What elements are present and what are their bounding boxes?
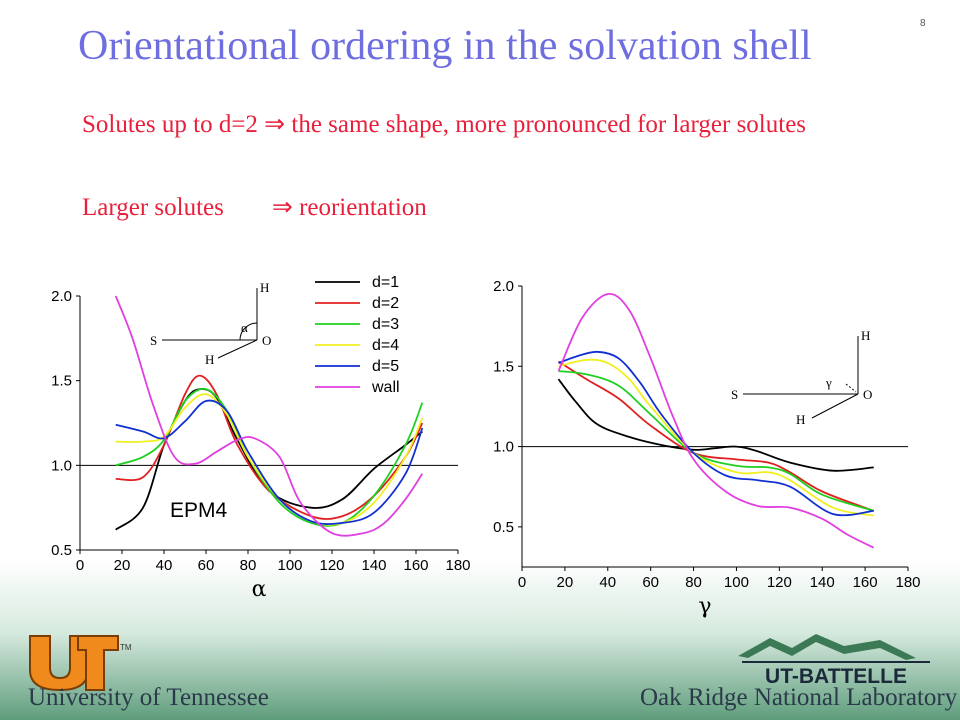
- bullet-2-rest: reorientation: [299, 194, 427, 221]
- series-line-wall: [557, 292, 875, 549]
- diagram-h-bottom-label: H: [205, 352, 214, 367]
- implies-arrow: ⇒: [271, 194, 293, 221]
- series-line-d=1: [557, 378, 874, 472]
- x-tick-label: 140: [810, 574, 835, 591]
- diagram-h-bottom-label: H: [796, 412, 805, 427]
- x-tick-label: 160: [853, 574, 878, 591]
- x-tick-label: 100: [277, 557, 302, 574]
- x-tick-label: 120: [767, 574, 792, 591]
- x-axis-label: γ: [698, 594, 711, 619]
- x-tick-label: 20: [557, 574, 574, 591]
- y-tick-label: 2.0: [51, 288, 72, 305]
- diagram-o-label: O: [863, 387, 872, 402]
- y-tick-label: 0.5: [51, 542, 72, 559]
- implies-arrow: ⇒: [264, 111, 286, 138]
- x-tick-label: 80: [685, 574, 702, 591]
- x-tick-label: 0: [518, 574, 526, 591]
- series-line-d=3: [558, 370, 874, 512]
- laboratory-name: Oak Ridge National Laboratory: [640, 684, 958, 711]
- diagram-h-top-label: H: [260, 280, 269, 295]
- bullet-1-rest: the same shape, more pronounced for larg…: [291, 111, 807, 138]
- x-tick-label: 120: [319, 557, 344, 574]
- molecule-diagram: S H H O α: [150, 280, 271, 367]
- legend-label-d=3: d=3: [372, 316, 399, 333]
- slide-title: Orientational ordering in the solvation …: [78, 23, 812, 69]
- footer-gradient: [0, 560, 960, 720]
- legend-label-d=2: d=2: [372, 295, 399, 312]
- series-line-d=4: [115, 393, 424, 526]
- bullet-2: Larger solutes ⇒ reorientation: [82, 192, 427, 222]
- chart-gamma: 0 20 40 60 80 100 120 140 160 180 0.5 1.0 1.5 2.0 γ S …: [493, 278, 920, 619]
- ut-battelle-logo: UT-BATTELLE: [738, 634, 930, 688]
- x-tick-label: 180: [895, 574, 920, 591]
- series-line-d=5: [115, 399, 424, 525]
- y-tick-label: 1.0: [493, 439, 514, 456]
- ut-battelle-text: UT-BATTELLE: [765, 665, 907, 688]
- y-tick-label: 1.5: [493, 358, 514, 375]
- trademark-mark: TM: [120, 643, 132, 652]
- x-tick-label: 40: [599, 574, 616, 591]
- series-line-d=1: [115, 388, 423, 531]
- molecule-diagram: S H H O γ: [731, 328, 872, 427]
- diagram-h-top-label: H: [861, 328, 870, 343]
- series-line-d=2: [558, 360, 875, 512]
- bullet-1-text: Solutes up to d=2: [82, 111, 258, 138]
- x-tick-label: 20: [114, 557, 131, 574]
- x-tick-label: 0: [76, 557, 84, 574]
- legend-label-d=1: d=1: [372, 274, 399, 291]
- chart-alpha: 0 20 40 60 80 100 120 140 160 180 0.5 1.0 1.5 2.0 α d=…: [51, 274, 470, 602]
- y-tick-label: 1.5: [51, 373, 72, 390]
- x-tick-label: 180: [445, 557, 470, 574]
- x-tick-label: 100: [724, 574, 749, 591]
- diagram-angle-label: α: [241, 320, 248, 335]
- bullet-2-text: Larger solutes: [82, 194, 224, 221]
- diagram-o-label: O: [262, 333, 271, 348]
- y-tick-label: 1.0: [51, 457, 72, 474]
- ut-logo: TM UT: [29, 635, 132, 692]
- diagram-s-label: S: [150, 333, 157, 348]
- y-tick-label: 2.0: [493, 278, 514, 295]
- legend-label-wall: wall: [371, 379, 400, 396]
- chart-annotation: EPM4: [170, 499, 228, 522]
- slide-number: 8: [920, 18, 926, 29]
- bullet-1: Solutes up to d=2 ⇒ the same shape, more…: [82, 108, 936, 142]
- x-tick-label: 60: [198, 557, 215, 574]
- legend-label-d=4: d=4: [372, 337, 399, 354]
- x-tick-label: 80: [240, 557, 257, 574]
- x-tick-label: 160: [403, 557, 428, 574]
- x-tick-label: 60: [642, 574, 659, 591]
- series-line-d=5: [558, 350, 874, 517]
- x-axis-label: α: [252, 577, 267, 602]
- y-tick-label: 0.5: [493, 519, 514, 536]
- series-line-wall: [114, 295, 424, 537]
- diagram-s-label: S: [731, 387, 738, 402]
- university-name: University of Tennessee: [28, 684, 269, 711]
- x-tick-label: 140: [361, 557, 386, 574]
- legend-label-d=5: d=5: [372, 358, 399, 375]
- series-line-d=3: [115, 387, 424, 527]
- x-tick-label: 40: [156, 557, 173, 574]
- diagram-angle-label: γ: [825, 375, 832, 390]
